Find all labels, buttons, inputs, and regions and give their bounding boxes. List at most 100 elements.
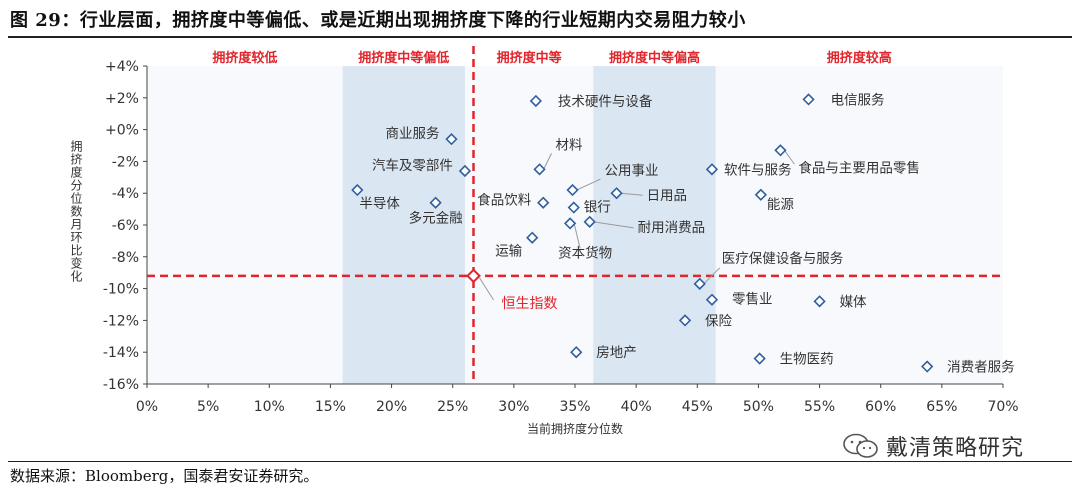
x-tick-label: 65% bbox=[926, 399, 957, 415]
x-tick-label: 55% bbox=[804, 399, 835, 415]
data-point bbox=[921, 360, 934, 373]
data-label: 软件与服务 bbox=[724, 162, 792, 178]
data-label: 材料 bbox=[556, 137, 583, 153]
data-label: 商业服务 bbox=[385, 126, 439, 142]
data-point bbox=[583, 215, 596, 228]
data-label: 耐用消费品 bbox=[638, 220, 706, 236]
scatter-chart: 拥挤度较低 拥挤度中等偏低 拥挤度中等 拥挤度中等偏高 拥挤度较高 +4% +2% +0% -2… bbox=[69, 46, 1019, 436]
data-point bbox=[754, 188, 768, 201]
data-point bbox=[526, 231, 539, 244]
data-point bbox=[813, 295, 826, 308]
data-point bbox=[802, 93, 815, 106]
data-label: 技术硬件与设备 bbox=[558, 93, 653, 110]
data-label: 运输 bbox=[495, 244, 522, 260]
reference-leader bbox=[479, 277, 494, 301]
data-label: 银行 bbox=[584, 200, 611, 216]
zone-label: 拥挤度中等 bbox=[497, 50, 562, 66]
x-tick-label: 0% bbox=[136, 399, 158, 415]
y-tick-label: -10% bbox=[103, 282, 139, 298]
data-label: 零售业 bbox=[732, 292, 773, 308]
data-label: 消费者服务 bbox=[947, 360, 1015, 376]
data-point bbox=[610, 187, 623, 200]
label-leader bbox=[543, 153, 552, 170]
y-tick-label: +4% bbox=[105, 59, 139, 75]
data-point bbox=[753, 352, 766, 365]
data-label: 汽车及零部件 bbox=[372, 157, 453, 174]
x-tick-label: 40% bbox=[621, 399, 652, 415]
data-point bbox=[570, 346, 583, 359]
data-point bbox=[705, 163, 719, 176]
data-point bbox=[693, 277, 706, 290]
wechat-icon bbox=[843, 433, 878, 458]
x-tick-label: 15% bbox=[315, 399, 346, 415]
data-point bbox=[529, 94, 543, 108]
label-leader bbox=[620, 192, 643, 196]
data-point bbox=[458, 164, 472, 178]
y-tick-label: -8% bbox=[112, 250, 139, 266]
data-label: 能源 bbox=[767, 197, 795, 213]
data-label: 电信服务 bbox=[831, 92, 885, 108]
label-leader bbox=[784, 149, 795, 165]
data-label: 多元金融 bbox=[409, 210, 463, 227]
data-label: 生物医药 bbox=[780, 352, 834, 368]
y-tick-label: +2% bbox=[105, 91, 139, 107]
zone-label: 拥挤度中等偏高 bbox=[609, 50, 700, 66]
reference-marker bbox=[466, 268, 481, 284]
data-point bbox=[678, 314, 692, 327]
data-point bbox=[429, 196, 442, 209]
data-label: 日用品 bbox=[647, 188, 688, 204]
y-axis-title: 拥挤度分位数月环比变化 bbox=[69, 140, 83, 283]
x-axis-title: 当前拥挤度分位数 bbox=[527, 421, 623, 436]
x-tick-label: 70% bbox=[987, 399, 1018, 415]
data-point bbox=[537, 196, 550, 209]
data-label: 资本货物 bbox=[558, 244, 612, 261]
data-point bbox=[705, 293, 719, 306]
x-tick-label: 30% bbox=[498, 399, 529, 415]
data-point bbox=[351, 183, 364, 197]
data-point bbox=[445, 133, 458, 146]
data-label: 半导体 bbox=[359, 196, 400, 212]
y-tick-label: -6% bbox=[112, 218, 139, 234]
data-label: 保险 bbox=[705, 313, 733, 329]
brand-watermark: 戴清策略研究 bbox=[842, 430, 1024, 462]
data-label: 医疗保健设备与服务 bbox=[722, 250, 844, 267]
y-tick-label: -16% bbox=[103, 377, 139, 393]
data-point bbox=[563, 217, 577, 230]
zone-label: 拥挤度中等偏低 bbox=[358, 50, 449, 66]
label-leader bbox=[593, 221, 634, 229]
x-tick-label: 35% bbox=[559, 399, 590, 415]
source-note: 数据来源：Bloomberg，国泰君安证券研究。 bbox=[10, 467, 319, 485]
y-tick-label: +0% bbox=[105, 123, 139, 139]
brand-name: 戴清策略研究 bbox=[886, 436, 1025, 461]
x-tick-label: 10% bbox=[254, 399, 285, 415]
x-tick-label: 50% bbox=[743, 399, 774, 415]
title-divider bbox=[8, 36, 1072, 38]
reference-label: 恒生指数 bbox=[502, 296, 558, 312]
zone-label: 拥挤度较低 bbox=[212, 50, 277, 66]
x-tick-label: 60% bbox=[865, 399, 896, 415]
label-leader bbox=[576, 178, 601, 191]
data-label: 媒体 bbox=[840, 294, 868, 310]
y-tick-label: -2% bbox=[112, 154, 139, 170]
figure-title: 图 29：行业层面，拥挤度中等偏低、或是近期出现拥挤度下降的行业短期内交易阻力较… bbox=[10, 10, 746, 31]
x-tick-label: 20% bbox=[376, 399, 407, 415]
y-tick-label: -4% bbox=[112, 186, 139, 202]
label-leader bbox=[703, 267, 721, 285]
x-tick-label: 25% bbox=[437, 399, 468, 415]
data-label: 食品饮料 bbox=[477, 192, 531, 209]
x-tick-label: 5% bbox=[197, 399, 219, 415]
source-divider bbox=[8, 461, 1072, 462]
y-tick-label: -14% bbox=[103, 345, 139, 361]
data-label: 公用事业 bbox=[605, 163, 659, 179]
data-label: 食品与主要用品零售 bbox=[798, 159, 920, 176]
data-point bbox=[774, 144, 787, 157]
data-label: 房地产 bbox=[596, 345, 637, 361]
zone-label: 拥挤度较高 bbox=[827, 50, 892, 66]
data-point bbox=[533, 163, 546, 176]
x-tick-label: 45% bbox=[682, 399, 713, 415]
zone-shade bbox=[342, 66, 465, 384]
data-point bbox=[567, 201, 580, 214]
label-leader bbox=[573, 223, 581, 249]
data-point bbox=[566, 183, 579, 197]
y-tick-label: -12% bbox=[103, 313, 139, 329]
